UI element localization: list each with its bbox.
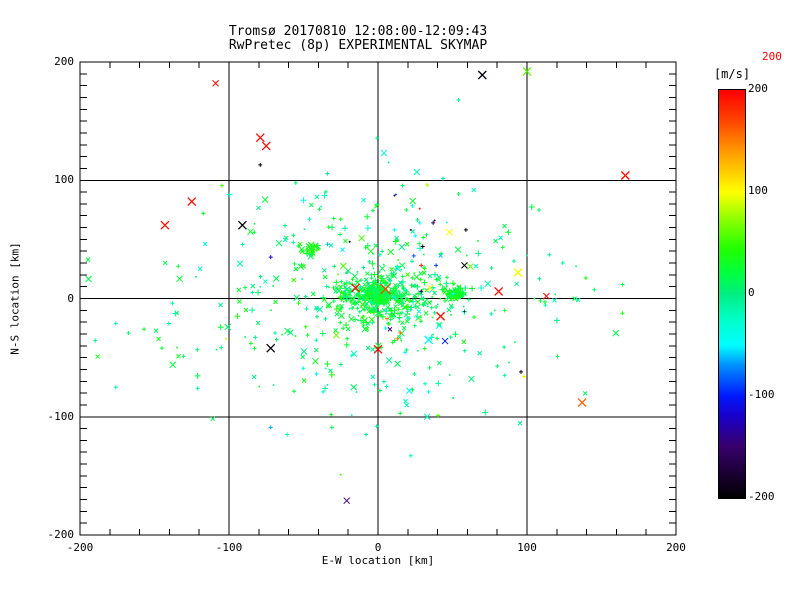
plot-title: Tromsø 20170810 12:08:00-12:09:43: [228, 24, 488, 39]
plot-subtitle: RwPretec (8p) EXPERIMENTAL SKYMAP: [228, 38, 488, 53]
x-tick-label: 100: [517, 541, 537, 554]
x-axis-label: E-W location [km]: [321, 554, 435, 567]
colorbar-gradient: [718, 89, 746, 499]
x-tick-label: 200: [666, 541, 686, 554]
y-axis-label: N-S location [km]: [8, 242, 22, 355]
y-tick-label: 0: [67, 291, 74, 305]
colorbar-tick-label: -100: [748, 388, 775, 401]
colorbar-tick-label: -200: [748, 490, 775, 503]
colorbar-max-red-label: 200: [762, 50, 782, 63]
y-tick-label: -100: [47, 409, 75, 423]
colorbar-unit-label: [m/s]: [713, 67, 751, 81]
x-tick-label: 0: [374, 541, 382, 554]
x-tick-label: -100: [215, 541, 243, 554]
y-tick-label: -200: [47, 528, 75, 541]
axis-ticks: [80, 62, 676, 535]
colorbar-tick-label: 100: [748, 184, 768, 197]
x-tick-label: -200: [66, 541, 94, 554]
y-tick-label: 200: [54, 55, 74, 68]
colorbar-tick-label: 0: [748, 286, 755, 299]
colorbar-tick-label: 200: [748, 82, 768, 95]
scatter-points: [85, 67, 630, 505]
y-tick-label: 100: [54, 173, 74, 187]
